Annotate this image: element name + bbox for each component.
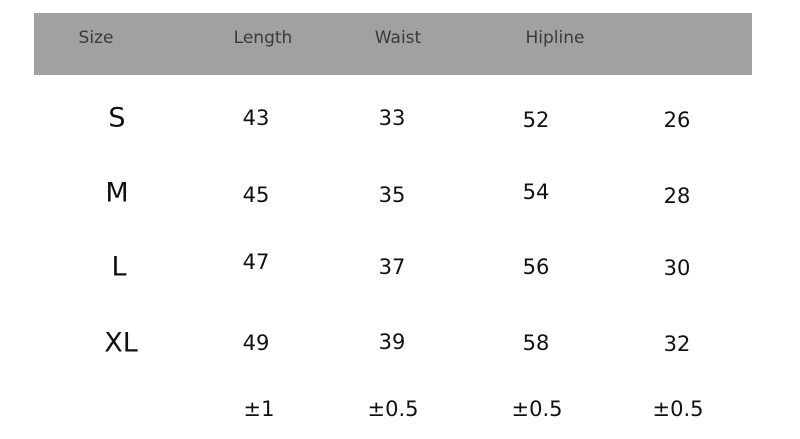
header-hipline: Hipline [525,28,585,48]
tolerance-cell: ±1 [243,397,275,421]
table-cell: 56 [522,255,550,279]
table-cell: 32 [663,332,691,356]
table-cell: 37 [378,255,406,279]
table-cell: 58 [522,331,550,355]
table-cell: 26 [663,108,691,132]
table-cell: 43 [242,106,270,130]
table-cell: 33 [378,106,406,130]
table-cell: 47 [242,250,270,274]
table-cell: 28 [663,184,691,208]
table-header [34,13,752,75]
table-cell: 49 [242,331,270,355]
size-label: L [111,251,127,283]
table-cell: 45 [242,183,270,207]
header-size: Size [78,28,114,48]
table-cell: 52 [522,108,550,132]
table-cell: 39 [378,330,406,354]
header-length: Length [233,28,293,48]
size-label: S [108,102,126,134]
tolerance-cell: ±0.5 [367,397,419,421]
size-label: XL [104,327,138,359]
size-label: M [105,177,129,209]
tolerance-cell: ±0.5 [511,397,563,421]
tolerance-cell: ±0.5 [652,397,704,421]
header-waist: Waist [374,28,422,48]
table-cell: 54 [522,180,550,204]
table-cell: 35 [378,183,406,207]
table-cell: 30 [663,256,691,280]
